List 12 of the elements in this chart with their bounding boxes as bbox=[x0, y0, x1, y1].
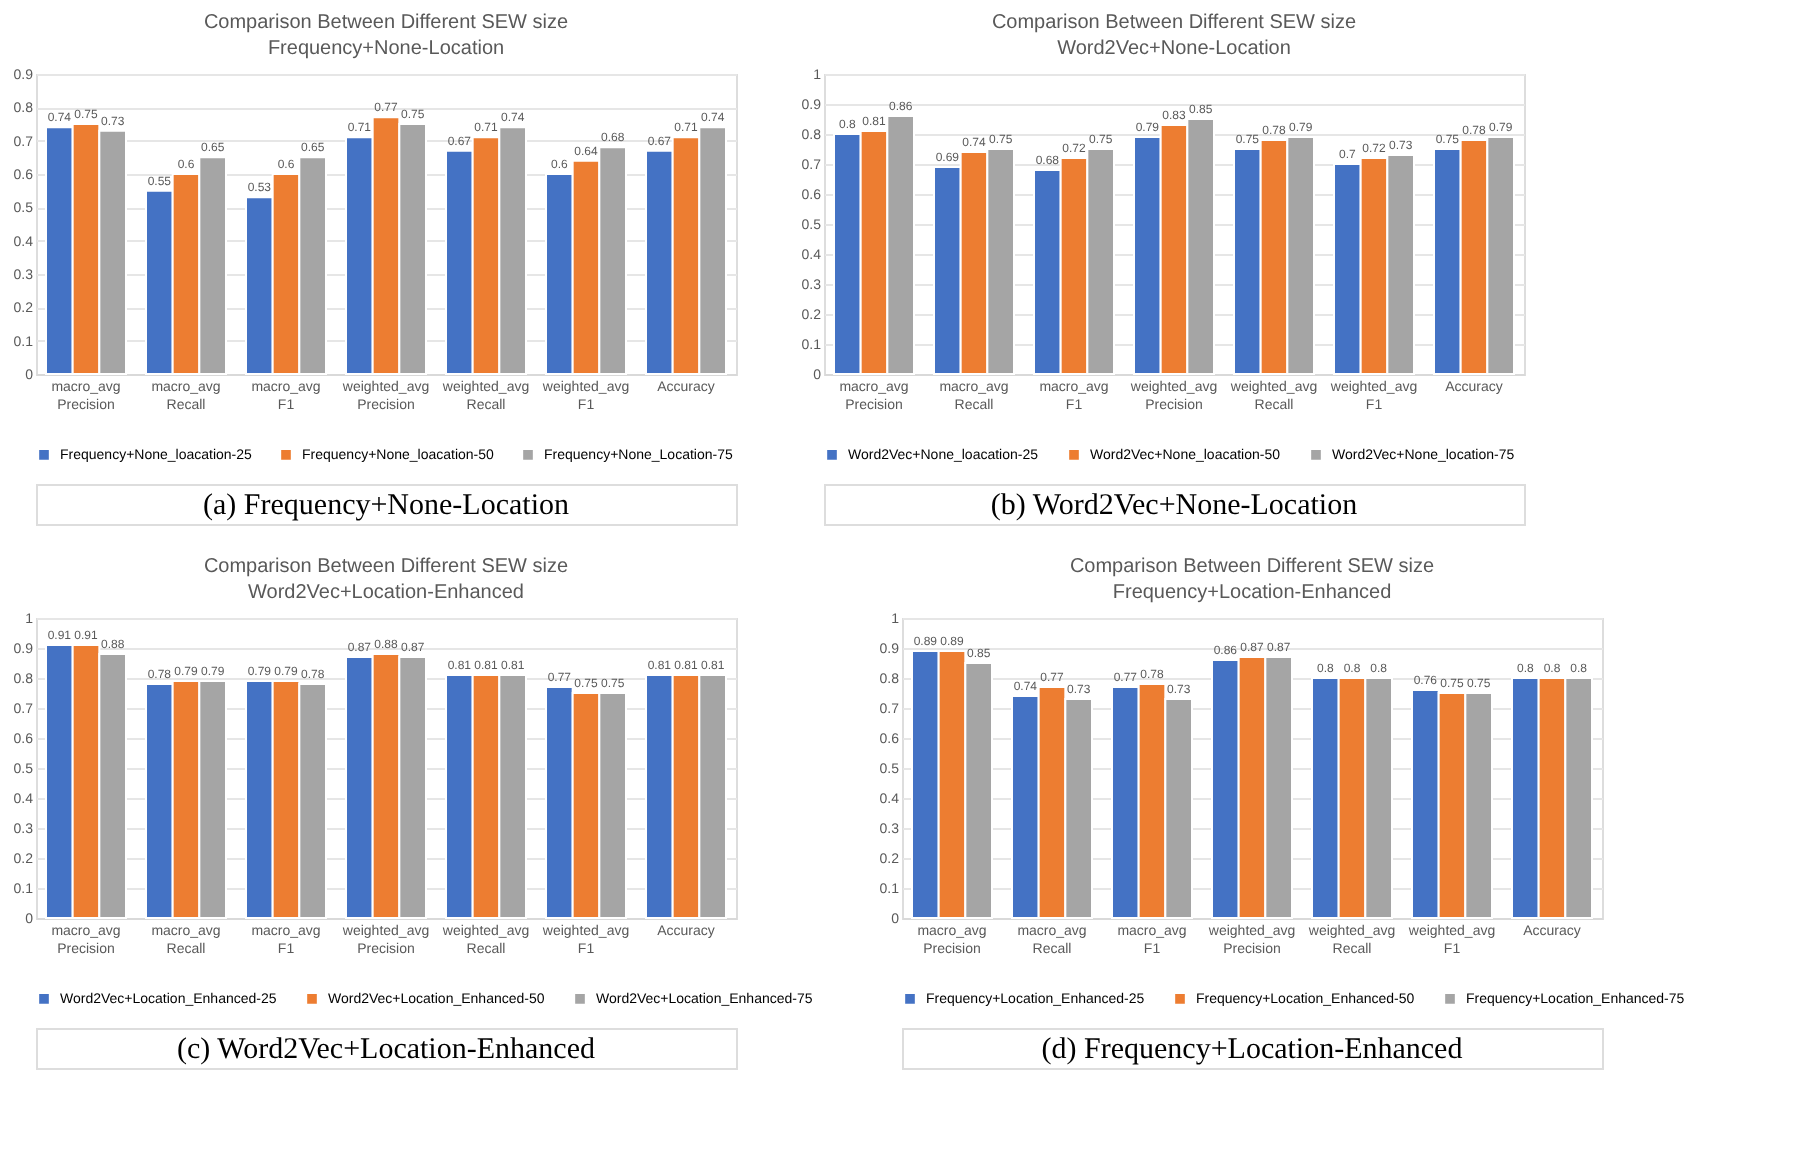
text: (b) Word2Vec+None-Location bbox=[990, 490, 1359, 522]
text: (d) Frequency+Location-Enhanced bbox=[1041, 1034, 1464, 1066]
chart-subtitle: Word2Vec+None-Location bbox=[1057, 38, 1291, 60]
chart-title: Comparison Between Different SEW size bbox=[991, 12, 1357, 34]
chart-subtitle: Frequency+Location-Enhanced bbox=[1112, 582, 1392, 604]
text: (a) Frequency+None-Location bbox=[203, 490, 570, 522]
chart-title: Comparison Between Different SEW size bbox=[203, 556, 569, 578]
text: (c) Word2Vec+Location-Enhanced bbox=[177, 1034, 596, 1066]
chart-title: Comparison Between Different SEW size bbox=[1069, 556, 1435, 578]
chart-subtitle: Frequency+None-Location bbox=[267, 38, 505, 60]
chart-subtitle: Word2Vec+Location-Enhanced bbox=[248, 582, 524, 604]
chart-title: Comparison Between Different SEW size bbox=[203, 12, 569, 34]
